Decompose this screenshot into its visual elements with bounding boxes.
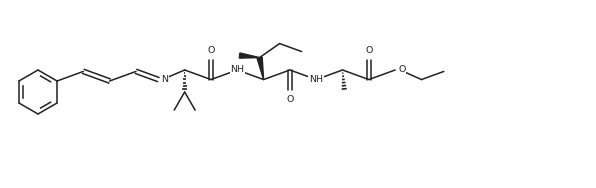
Text: O: O <box>398 65 405 74</box>
Polygon shape <box>240 53 260 58</box>
Text: NH: NH <box>230 65 244 74</box>
Polygon shape <box>257 57 263 80</box>
Text: O: O <box>286 95 294 104</box>
Text: O: O <box>207 45 215 55</box>
Text: NH: NH <box>309 75 323 84</box>
Text: O: O <box>365 45 372 55</box>
Text: N: N <box>162 75 168 84</box>
